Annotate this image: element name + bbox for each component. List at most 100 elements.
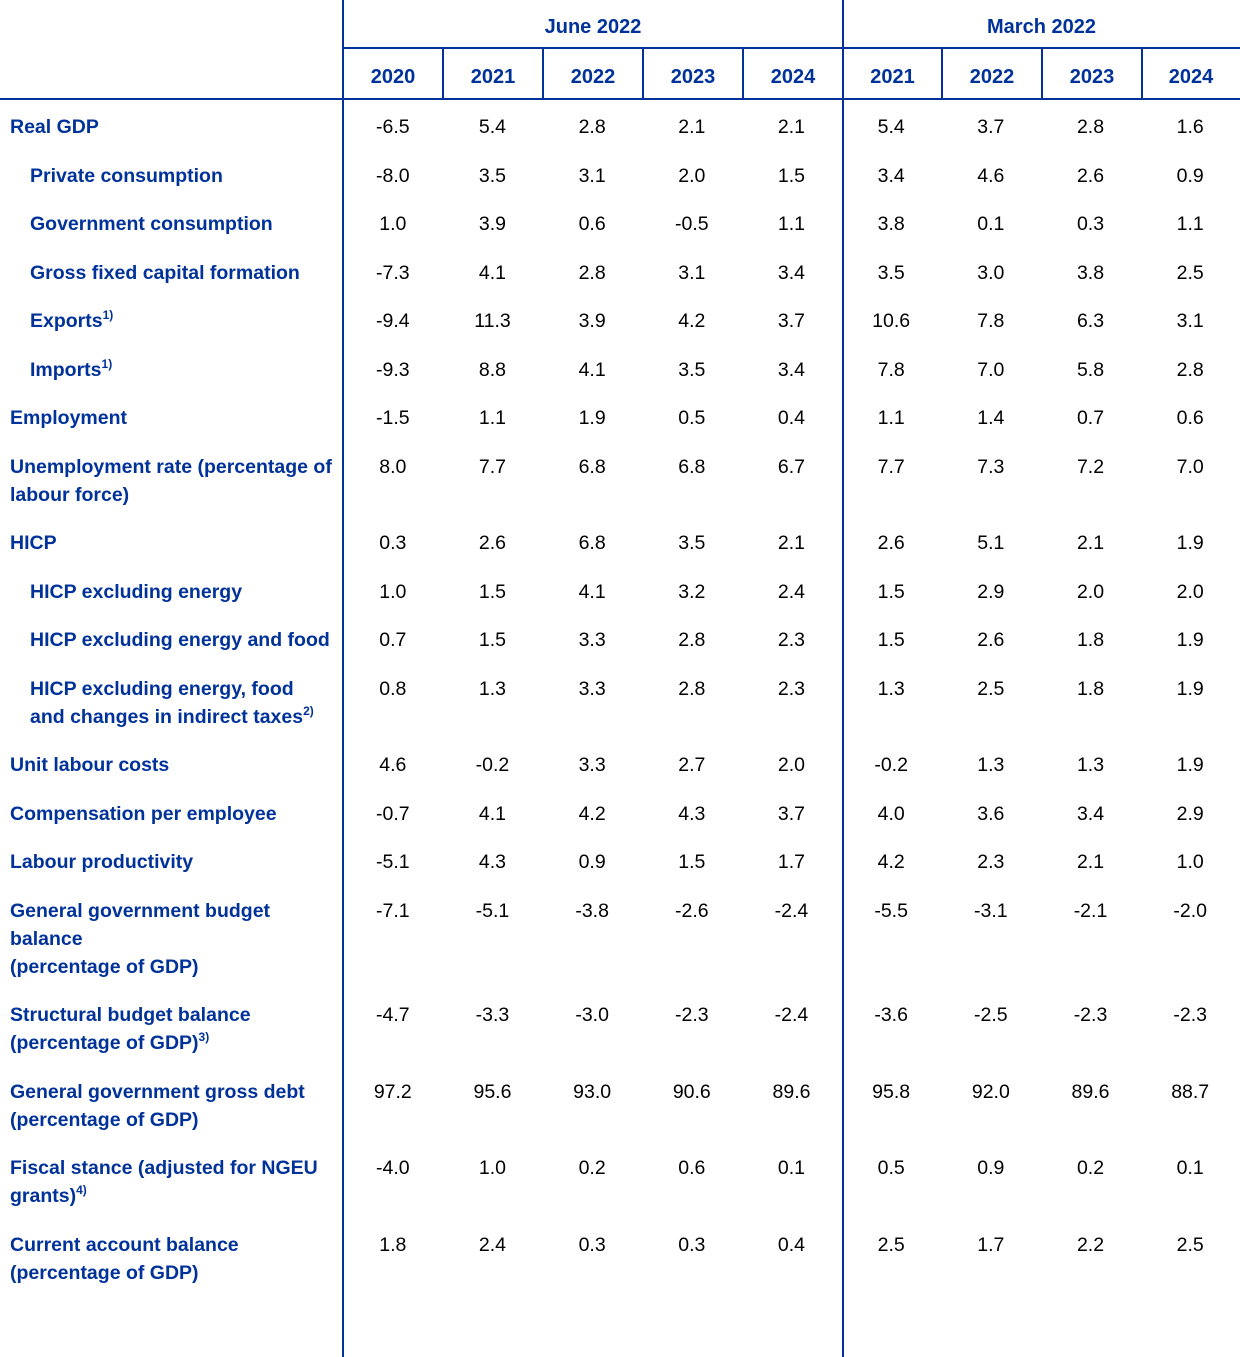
value-cell: -2.5 (974, 1004, 1008, 1026)
table-row: Fiscal stance (adjusted for NGEU grants)… (0, 1142, 1240, 1219)
value-cell: 1.5 (678, 851, 706, 873)
value-cell: 2.6 (977, 629, 1005, 651)
table-row: Unemployment rate (percentage of labour … (0, 441, 1240, 518)
row-label: Imports1) (0, 356, 343, 384)
value-cell: 4.3 (478, 851, 507, 873)
row-label-text: Unemployment rate (percentage of labour … (10, 455, 332, 506)
row-label-text: General government gross debt (percentag… (10, 1080, 305, 1131)
value-cell: -7.3 (375, 261, 410, 284)
value-cell: 3.1 (678, 261, 706, 284)
value-cell: 1.8 (1076, 677, 1105, 700)
value-cell: -2.6 (675, 899, 709, 922)
table-row: Unit labour costs 4.6 -0.2 3.3 2.7 2.0 -0.2 1.3… (0, 739, 1240, 788)
value-cell: 2.9 (977, 580, 1005, 603)
value-cell: -3.6 (874, 1004, 908, 1026)
value-cell: 7.3 (977, 455, 1005, 478)
value-cell: -6.5 (375, 116, 410, 138)
value-cell: 6.8 (578, 532, 606, 554)
year-header: 2021 (470, 66, 516, 88)
value-cell: 3.5 (877, 261, 905, 284)
value-cell: 5.1 (977, 532, 1005, 554)
value-cell: 3.1 (1176, 310, 1204, 332)
value-cell: 1.5 (877, 580, 905, 603)
table-row: General government budget balance (perce… (0, 885, 1240, 990)
value-cell: 7.0 (1176, 455, 1204, 478)
value-cell: 0.3 (1076, 213, 1105, 235)
row-label-text: Compensation per employee (10, 802, 277, 825)
value-cell: 0.6 (578, 213, 606, 235)
value-cell: 0.1 (1176, 1157, 1204, 1179)
divider (642, 48, 644, 99)
table-row: Current account balance (percentage of G… (0, 1219, 1240, 1296)
value-cell: 2.4 (777, 580, 806, 603)
footnote-marker: 1) (101, 356, 113, 371)
table-row: Private consumption -8.0 3.5 3.1 2.0 1.5 3.4 4.… (0, 150, 1240, 199)
value-cell: 1.0 (1176, 851, 1204, 873)
divider (742, 48, 744, 99)
value-cell: 97.2 (373, 1080, 412, 1103)
value-cell: 4.1 (478, 802, 507, 825)
value-cell: 2.3 (777, 677, 806, 700)
value-cell: 3.5 (678, 532, 706, 554)
value-cell: 2.2 (1076, 1233, 1105, 1256)
value-cell: 2.8 (678, 677, 706, 700)
value-cell: 90.6 (672, 1080, 711, 1103)
value-cell: 1.1 (1176, 213, 1204, 235)
value-cell: 8.0 (379, 455, 407, 478)
value-cell: 3.7 (977, 116, 1005, 138)
row-label-text: Gross fixed capital formation (30, 261, 300, 284)
row-label-text: Fiscal stance (adjusted for NGEU grants) (10, 1157, 318, 1207)
value-cell: -7.1 (375, 899, 410, 922)
value-cell: 5.4 (478, 116, 507, 138)
value-cell: -3.8 (575, 899, 609, 922)
year-header: 2024 (770, 66, 816, 88)
value-cell: 3.5 (478, 164, 507, 187)
table-row: HICP excluding energy, food and changes … (0, 663, 1240, 740)
row-label-text: General government budget balance (perce… (10, 899, 271, 978)
footnote-marker: 4) (76, 1183, 87, 1197)
value-cell: 1.7 (977, 1233, 1005, 1256)
value-cell: 0.3 (678, 1233, 706, 1256)
value-cell: 92.0 (971, 1080, 1010, 1103)
table-row: HICP excluding energy and food 0.7 1.5 3.3 2… (0, 614, 1240, 663)
value-cell: 2.0 (1176, 580, 1204, 603)
divider (1041, 48, 1043, 99)
value-cell: 1.5 (777, 164, 806, 187)
value-cell: 1.7 (777, 851, 806, 873)
value-cell: 2.8 (578, 261, 606, 284)
value-cell: 88.7 (1171, 1080, 1210, 1103)
value-cell: 1.9 (1176, 532, 1204, 554)
value-cell: 1.1 (777, 213, 806, 235)
value-cell: 1.9 (578, 407, 606, 429)
group-header: June 2022 (544, 16, 642, 38)
row-label-text: Real GDP (10, 116, 99, 138)
value-cell: 2.5 (877, 1233, 905, 1256)
year-header: 2023 (1069, 66, 1115, 88)
value-cell: 3.8 (877, 213, 905, 235)
value-cell: 3.1 (578, 164, 606, 187)
value-cell: 7.8 (877, 358, 905, 381)
value-cell: 3.3 (578, 677, 606, 700)
row-label-text: Government consumption (30, 213, 273, 235)
value-cell: -9.3 (375, 358, 410, 381)
year-header: 2023 (670, 66, 716, 88)
row-label-text: HICP excluding energy and food (30, 629, 330, 651)
value-cell: -2.4 (774, 899, 809, 922)
value-cell: 0.7 (379, 629, 407, 651)
value-cell: 2.5 (1176, 1233, 1204, 1256)
row-label: Government consumption (0, 210, 343, 238)
value-cell: -8.0 (375, 164, 410, 187)
value-cell: 1.1 (877, 407, 905, 429)
value-cell: -0.7 (375, 802, 410, 825)
value-cell: 0.3 (578, 1233, 606, 1256)
value-cell: 7.7 (877, 455, 905, 478)
row-label: Structural budget balance (percentage of… (0, 1001, 343, 1057)
value-cell: 3.5 (678, 358, 706, 381)
value-cell: 3.4 (877, 164, 905, 187)
group-header: March 2022 (987, 16, 1096, 38)
table-row: Compensation per employee -0.7 4.1 4.2 4.3 3.… (0, 788, 1240, 837)
value-cell: 3.7 (777, 802, 806, 825)
value-cell: 5.8 (1076, 358, 1105, 381)
value-cell: 2.0 (777, 754, 806, 776)
table-row: HICP excluding energy 1.0 1.5 4.1 3.2 2.4 1.5 2… (0, 566, 1240, 615)
